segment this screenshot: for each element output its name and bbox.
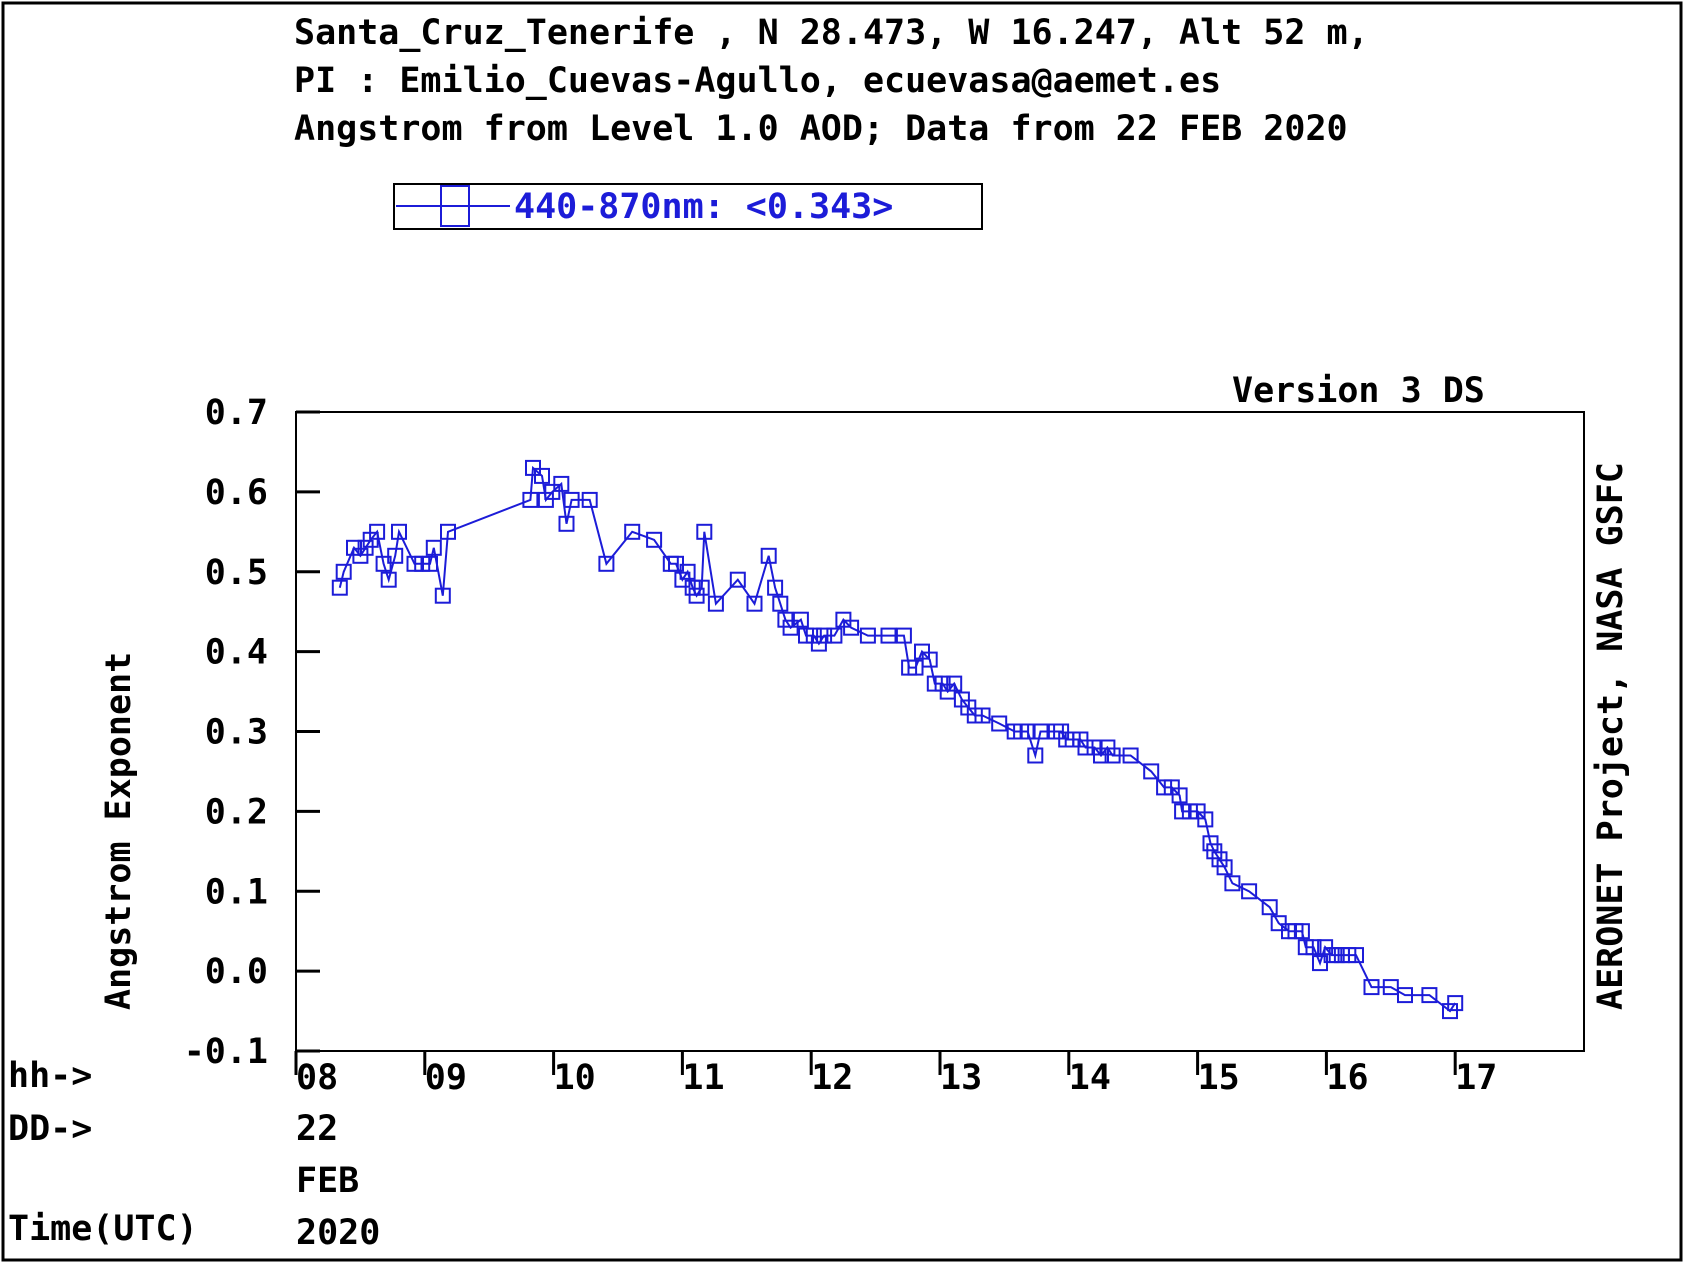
y-tick-label: 0.4 [205,633,268,673]
data-point-marker [425,539,442,556]
data-point-marker [1104,747,1121,764]
data-point-marker [387,547,404,564]
series-440-870nm [331,459,1464,1020]
y-tick-label: 0.1 [205,872,268,912]
x-tick-label: 17 [1455,1058,1497,1098]
y-tick-label: 0.2 [205,792,268,832]
y-tick-label: 0.3 [205,713,268,753]
data-point-marker [391,523,407,540]
data-point-marker [1397,987,1413,1004]
y-tick-label: 0.6 [205,473,268,513]
hh-row-label: hh-> [8,1056,92,1096]
data-point-marker [335,563,352,580]
data-point-marker [331,579,348,596]
data-point-marker [369,523,386,540]
x-tick-label: 14 [1069,1058,1111,1098]
version-label: Version 3 DS [1232,371,1485,411]
legend-square-marker [440,185,470,227]
data-point-marker [1027,747,1044,764]
data-point-marker [380,571,397,588]
y-axis-label: Angstrom Exponent [99,652,139,1010]
data-point-marker [859,627,876,644]
header-data-line: Angstrom from Level 1.0 AOD; Data from 2… [294,109,1348,149]
data-point-marker [558,515,575,532]
data-point-marker [826,627,843,644]
dd-row-label: DD-> [8,1109,92,1149]
x-tick-label: 09 [425,1058,467,1098]
data-point-marker [921,651,938,668]
y-axis-ticks: 0.7 0.6 0.5 0.4 0.3 0.2 0.1 0.0 -0.1 [184,393,320,1072]
data-point-marker [767,579,784,596]
data-point-marker [843,619,860,636]
aeronet-credit: AERONET Project, NASA GSFC [1591,462,1631,1010]
legend-series-label: 440-870nm: <0.343> [514,187,893,227]
x-tick-label: 13 [940,1058,982,1098]
data-point-marker [1122,747,1139,764]
y-tick-label: 0.7 [205,393,268,433]
data-point-marker [1216,859,1233,876]
data-point-marker [624,523,641,540]
data-point-marker [1421,987,1438,1004]
data-point-marker [1447,995,1464,1012]
data-point-marker [1241,883,1258,900]
data-point-marker [1143,763,1160,780]
data-point-marker [707,595,724,612]
data-point-marker [991,715,1008,732]
data-point-marker [693,579,710,596]
data-point-marker [563,491,580,508]
data-point-marker [440,523,456,540]
data-point-marker [581,491,598,508]
data-point-marker [1224,875,1241,892]
x-tick-label: 08 [296,1058,338,1098]
x-axis-ticks: 08 09 10 11 12 13 14 15 16 17 [294,1051,1497,1098]
data-point-marker [422,555,438,572]
year-label: 2020 [296,1213,380,1253]
data-point-marker [1032,723,1049,740]
legend: 440-870nm: <0.343> [393,183,983,230]
data-point-marker [696,523,713,540]
x-tick-label: 16 [1326,1058,1368,1098]
data-point-marker [1348,947,1364,964]
data-point-marker [522,491,539,508]
header-pi-line: PI : Emilio_Cuevas-Agullo, ecuevasa@aeme… [294,61,1221,101]
data-point-marker [880,627,897,644]
month-label: FEB [296,1161,359,1201]
data-point-marker [816,627,833,644]
data-point-marker [792,611,809,628]
header-station-line: Santa_Cruz_Tenerife , N 28.473, W 16.247… [294,13,1369,53]
day-label: 22 [296,1109,338,1149]
y-tick-label: 0.5 [205,553,268,593]
data-point-marker [746,595,763,612]
data-point-marker [760,547,777,564]
data-point-marker [1019,723,1036,740]
x-tick-label: 11 [682,1058,724,1098]
x-tick-label: 15 [1198,1058,1240,1098]
data-point-marker [434,587,451,604]
data-point-marker [679,563,696,580]
x-tick-label: 12 [811,1058,853,1098]
data-point-marker [1305,939,1322,956]
data-point-marker [1171,787,1188,804]
data-point-marker [946,675,963,692]
time-row-label: Time(UTC) [8,1209,198,1249]
data-point-marker [729,571,746,588]
data-point-marker [553,475,570,492]
data-point-marker [1197,811,1214,828]
data-point-marker [598,555,615,572]
data-point-marker [1077,739,1094,756]
data-point-marker [646,531,663,548]
data-point-marker [974,707,991,724]
data-point-marker [534,467,550,484]
data-point-marker [1363,979,1380,996]
y-tick-label: 0.0 [205,952,268,992]
data-point-marker [1293,923,1310,940]
y-tick-label: -0.1 [184,1032,268,1072]
data-point-marker [772,595,789,612]
data-point-marker [895,627,912,644]
data-point-marker [1261,899,1278,916]
x-tick-label: 10 [554,1058,596,1098]
